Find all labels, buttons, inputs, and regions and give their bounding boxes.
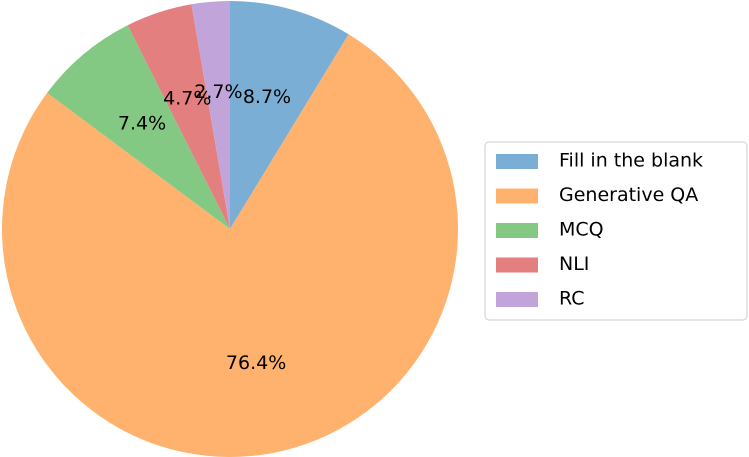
- slice-label: 2.7%: [194, 81, 242, 103]
- legend-label: Fill in the blank: [559, 150, 703, 172]
- pie-slice: [127, 4, 230, 230]
- legend: [484, 141, 748, 321]
- legend-swatch: [496, 257, 538, 273]
- legend-swatch: [496, 223, 538, 238]
- legend-swatch: [496, 292, 538, 307]
- slice-label: 8.7%: [243, 86, 291, 108]
- legend-label: NLI: [559, 253, 589, 275]
- pie-slice: [191, 1, 230, 229]
- legend-label: RC: [559, 288, 585, 310]
- slice-label: 7.4%: [118, 113, 166, 135]
- pie-slice: [230, 1, 349, 229]
- legend-label: Generative QA: [559, 184, 698, 206]
- legend-swatch: [496, 154, 538, 169]
- legend-label: MCQ: [559, 219, 604, 241]
- pie-slice: [2, 34, 458, 457]
- legend-swatch: [496, 188, 538, 204]
- slice-label: 76.4%: [226, 352, 286, 374]
- slice-label: 4.7%: [163, 88, 211, 110]
- pie-slice: [47, 25, 231, 230]
